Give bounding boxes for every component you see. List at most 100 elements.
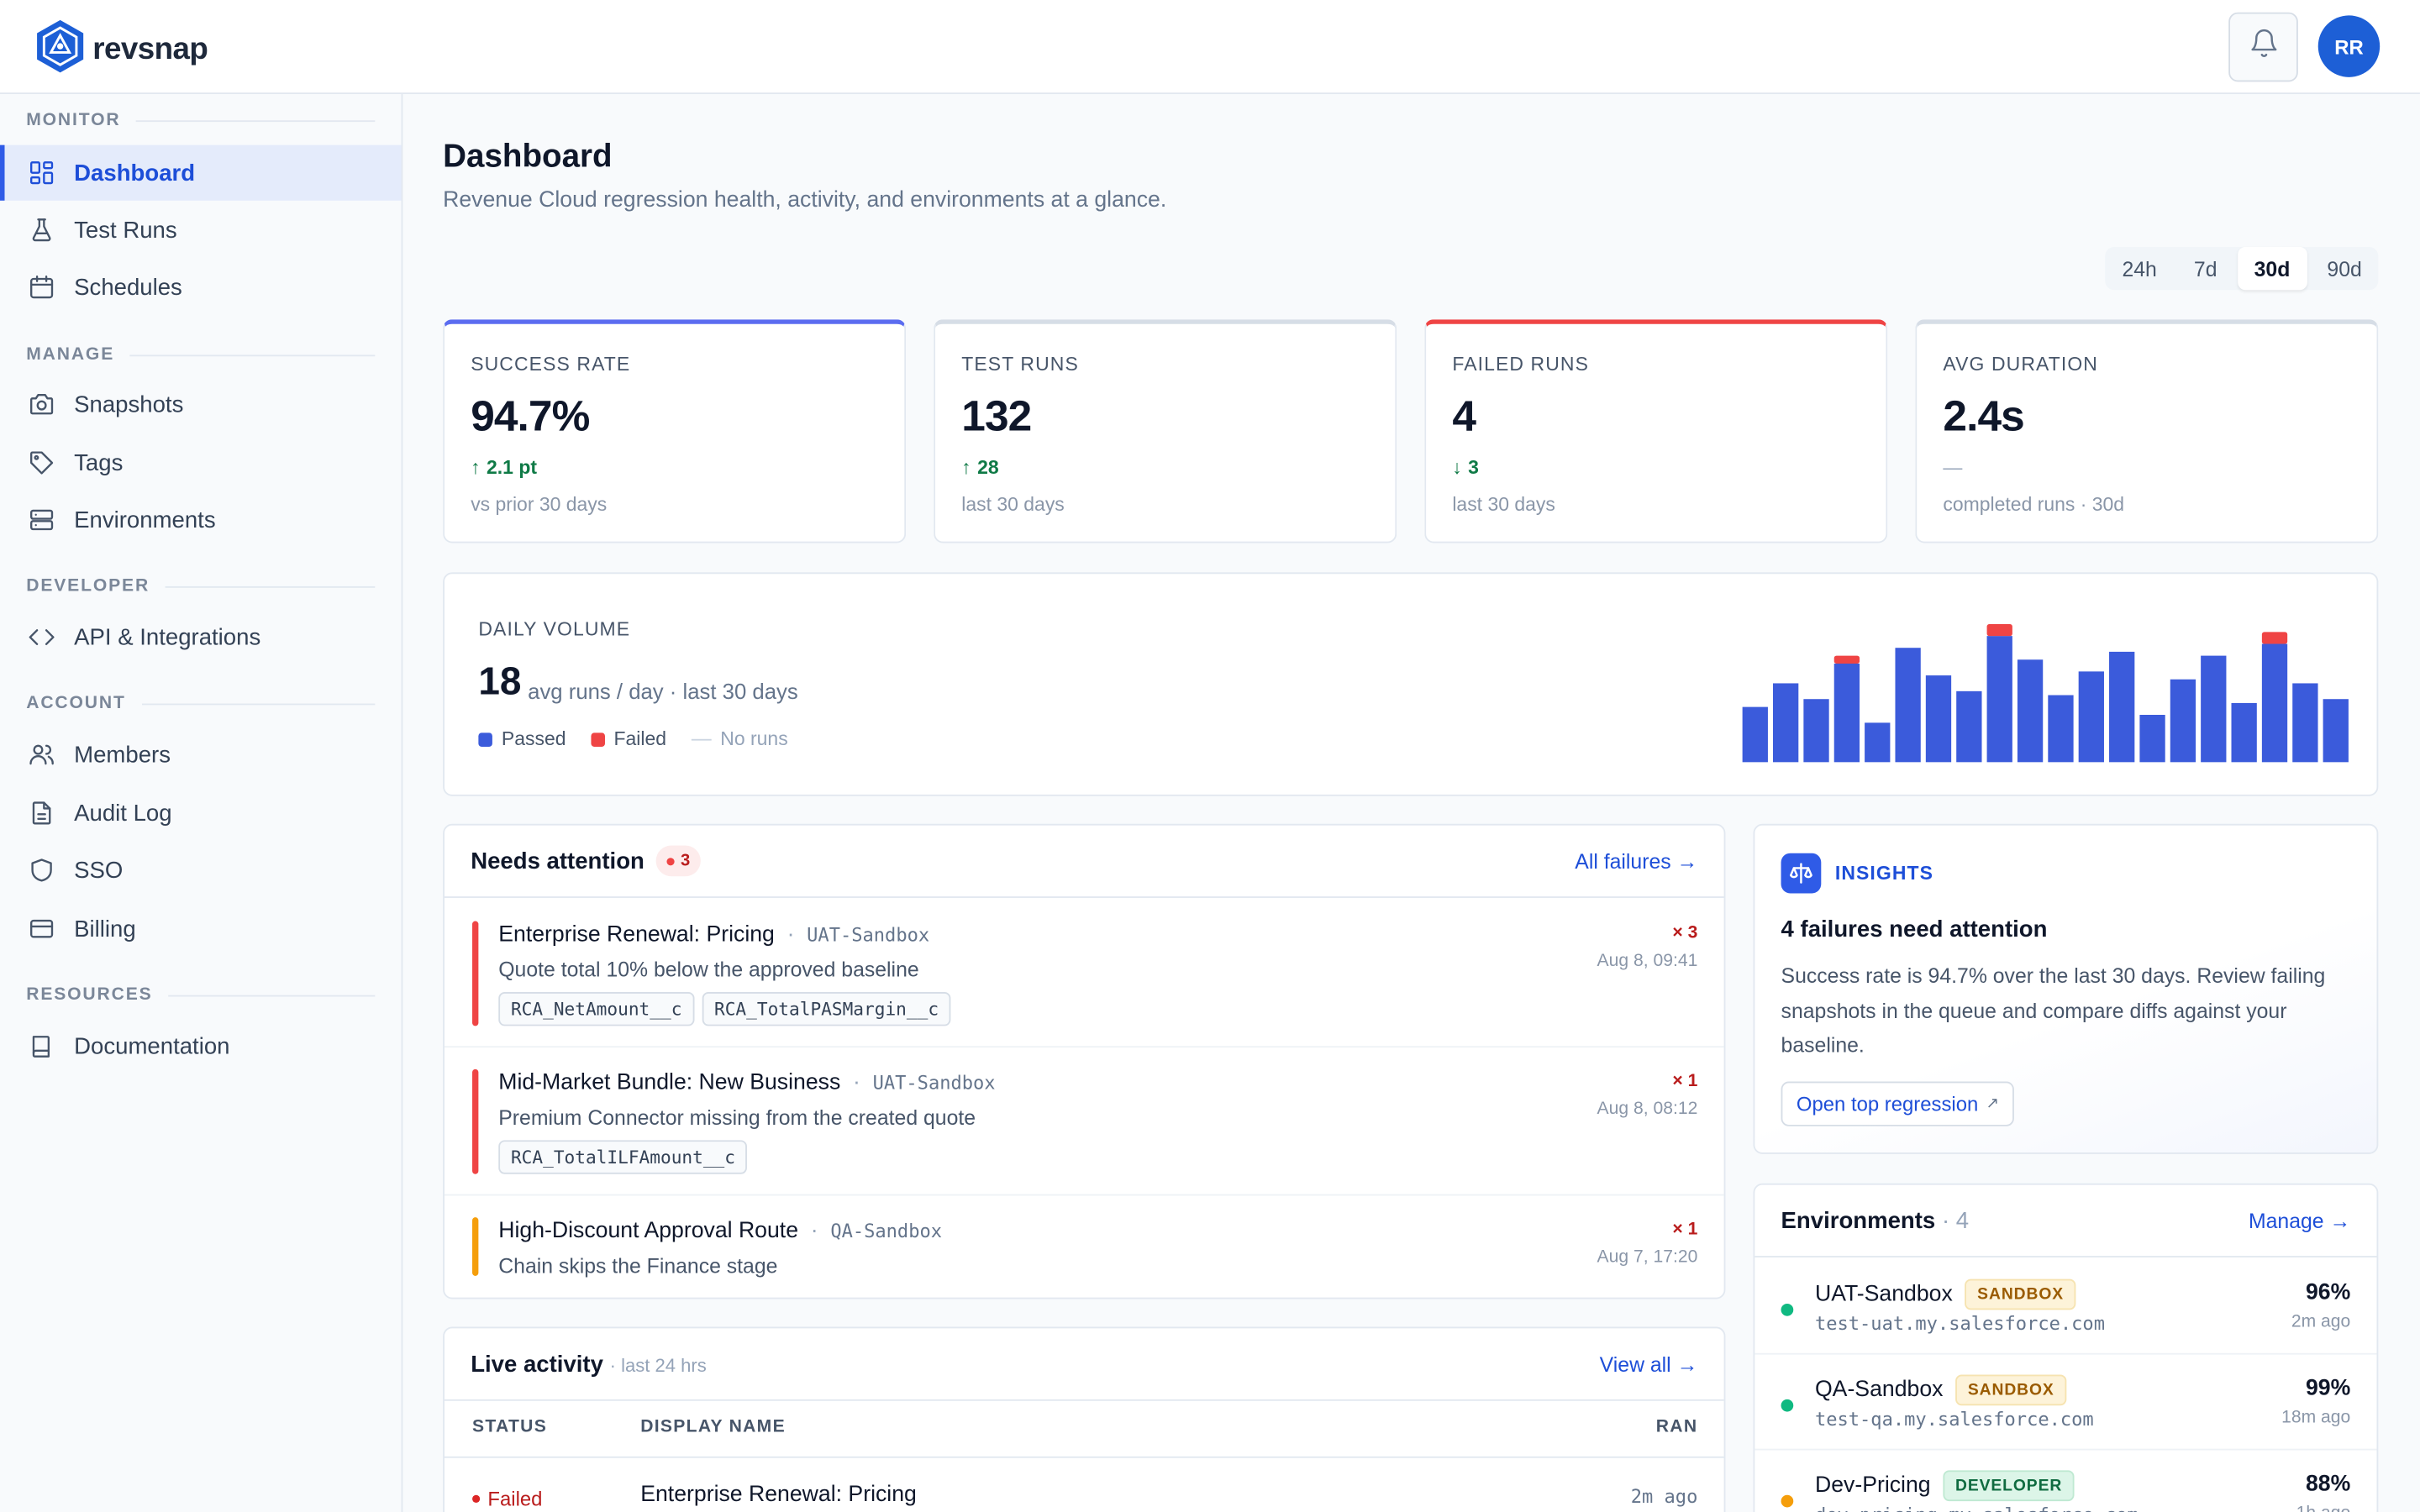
sidebar-item-snapshots[interactable]: Snapshots bbox=[0, 376, 402, 432]
bar-passed[interactable] bbox=[2139, 715, 2165, 763]
column-status[interactable]: STATUS bbox=[472, 1417, 548, 1436]
bell-icon bbox=[2248, 28, 2279, 66]
sidebar-item-label: Environments bbox=[74, 507, 216, 533]
bar-passed[interactable] bbox=[1833, 663, 1860, 763]
file-icon bbox=[28, 799, 55, 827]
environment-type-badge: DEVELOPER bbox=[1943, 1470, 2075, 1502]
bar-failed[interactable] bbox=[1986, 624, 2012, 637]
insights-body: Success rate is 94.7% over the last 30 d… bbox=[1781, 963, 2326, 1058]
kpi-footnote: vs prior 30 days bbox=[471, 493, 608, 516]
bar-passed[interactable] bbox=[2261, 643, 2288, 763]
sidebar-item-audit-log[interactable]: Audit Log bbox=[0, 785, 402, 841]
bar-failed[interactable] bbox=[1833, 655, 1860, 664]
bar-passed[interactable] bbox=[2048, 695, 2074, 763]
all-failures-link[interactable]: All failures → bbox=[1575, 850, 1698, 874]
brand[interactable]: revsnap bbox=[34, 18, 208, 81]
environment-name: UAT-Sandbox SANDBOX bbox=[1815, 1278, 2076, 1310]
kpi-value: 94.7% bbox=[471, 391, 590, 440]
environment-name: Dev-Pricing DEVELOPER bbox=[1815, 1470, 2075, 1502]
bar-passed[interactable] bbox=[2323, 699, 2349, 763]
table-divider bbox=[444, 1456, 1724, 1458]
daily-volume-card: DAILY VOLUME 18 avg runs / day · last 30… bbox=[443, 572, 2379, 796]
sidebar-item-documentation[interactable]: Documentation bbox=[0, 1018, 402, 1074]
attention-item[interactable]: Mid-Market Bundle: New Business · UAT-Sand… bbox=[444, 1047, 1724, 1196]
sidebar-item-sso[interactable]: SSO bbox=[0, 843, 402, 898]
kpi-delta: — bbox=[1943, 456, 1963, 479]
failure-time: Aug 7, 17:20 bbox=[1597, 1247, 1698, 1267]
sidebar-item-billing[interactable]: Billing bbox=[0, 901, 402, 957]
open-top-regression-button[interactable]: Open top regression ↗ bbox=[1781, 1081, 2015, 1126]
sidebar-item-dashboard[interactable]: Dashboard bbox=[0, 144, 402, 201]
bar-passed[interactable] bbox=[2201, 655, 2227, 763]
field-chip[interactable]: RCA_TotalPASMargin__c bbox=[702, 991, 951, 1026]
bar-passed[interactable] bbox=[1986, 636, 2012, 763]
bar-passed[interactable] bbox=[2292, 683, 2318, 763]
user-avatar[interactable]: RR bbox=[2317, 15, 2381, 77]
range-30d[interactable]: 30d bbox=[2237, 246, 2307, 291]
kpi-card-success-rate[interactable]: SUCCESS RATE 94.7% ↑ 2.1 pt vs prior 30 days bbox=[443, 319, 907, 543]
daily-volume-label: DAILY VOLUME bbox=[478, 618, 631, 641]
sidebar-item-test-runs[interactable]: Test Runs bbox=[0, 202, 402, 258]
kpi-delta: ↓ 3 bbox=[1452, 456, 1479, 479]
range-7d[interactable]: 7d bbox=[2193, 256, 2217, 281]
field-chip[interactable]: RCA_TotalILFAmount__c bbox=[498, 1140, 748, 1174]
kpi-card-avg-duration[interactable]: AVG DURATION 2.4s — completed runs · 30d bbox=[1915, 319, 2379, 543]
notifications-button[interactable] bbox=[2228, 12, 2298, 82]
environment-url: test-uat.my.salesforce.com bbox=[1814, 1313, 2105, 1335]
bar-passed[interactable] bbox=[2231, 702, 2257, 763]
bar-failed[interactable] bbox=[2261, 632, 2288, 644]
sidebar-item-tags[interactable]: Tags bbox=[0, 435, 402, 491]
table-row[interactable]: Failed Enterprise Renewal: Pricing 2m ag… bbox=[445, 1458, 1724, 1512]
bar-passed[interactable] bbox=[2109, 651, 2135, 763]
sidebar-item-environments[interactable]: Environments bbox=[0, 492, 402, 548]
sidebar-item-api-integrations[interactable]: API & Integrations bbox=[0, 609, 402, 664]
column-ran[interactable]: RAN bbox=[1655, 1417, 1698, 1436]
field-chip[interactable]: RCA_NetAmount__c bbox=[498, 991, 695, 1026]
column-display-name[interactable]: DISPLAY NAME bbox=[640, 1417, 786, 1436]
bar-passed[interactable] bbox=[1773, 683, 1799, 763]
sidebar-item-members[interactable]: Members bbox=[0, 727, 402, 782]
severity-bar bbox=[472, 921, 479, 1026]
bar-passed[interactable] bbox=[1895, 648, 1921, 763]
bar-passed[interactable] bbox=[2170, 679, 2196, 763]
manage-environments-link[interactable]: Manage → bbox=[2248, 1209, 2351, 1233]
environment-row[interactable]: QA-Sandbox SANDBOX test-qa.my.salesforce.c… bbox=[1754, 1355, 2377, 1451]
kpi-value: 4 bbox=[1452, 391, 1476, 440]
failure-time: Aug 8, 08:12 bbox=[1597, 1100, 1698, 1119]
sidebar-item-schedules[interactable]: Schedules bbox=[0, 260, 402, 315]
view-all-link[interactable]: View all → bbox=[1599, 1352, 1698, 1377]
environment-pass-rate: 99% bbox=[2305, 1376, 2351, 1401]
kpi-card-failed-runs[interactable]: FAILED RUNS 4 ↓ 3 last 30 days bbox=[1424, 319, 1888, 543]
bar-passed[interactable] bbox=[1803, 699, 1829, 763]
kpi-label: SUCCESS RATE bbox=[471, 353, 631, 375]
bar-passed[interactable] bbox=[1742, 706, 1768, 763]
attention-item[interactable]: High-Discount Approval Route · QA-Sandbox C… bbox=[445, 1195, 1724, 1299]
legend-failed: Failed bbox=[590, 728, 666, 750]
bar-passed[interactable] bbox=[1956, 690, 1982, 763]
bar-passed[interactable] bbox=[1865, 722, 1891, 763]
daily-volume-chart bbox=[1742, 624, 2349, 763]
failure-count: × 1 bbox=[1672, 1220, 1698, 1239]
environment-row[interactable]: UAT-Sandbox SANDBOX test-uat.my.salesforce… bbox=[1754, 1259, 2377, 1355]
server-icon bbox=[28, 506, 55, 533]
bar-passed[interactable] bbox=[1925, 675, 1952, 763]
attention-item[interactable]: Enterprise Renewal: Pricing · UAT-Sandbox Q… bbox=[444, 900, 1724, 1048]
range-90d[interactable]: 90d bbox=[2327, 256, 2362, 281]
run-display-name: Enterprise Renewal: Pricing bbox=[640, 1483, 917, 1508]
needs-attention-title: Needs attention bbox=[471, 848, 644, 875]
failure-count: × 1 bbox=[1672, 1072, 1698, 1091]
live-activity-header: Live activity · last 24 hrs View all → bbox=[444, 1328, 1724, 1401]
kpi-card-test-runs[interactable]: TEST RUNS 132 ↑ 28 last 30 days bbox=[934, 319, 1397, 543]
field-tags: RCA_TotalILFAmount__c bbox=[498, 1140, 748, 1174]
kpi-delta: ↑ 28 bbox=[961, 456, 999, 479]
sidebar-item-label: API & Integrations bbox=[74, 623, 261, 651]
range-24h[interactable]: 24h bbox=[2122, 256, 2157, 281]
insights-card: INSIGHTS 4 failures need attention Succe… bbox=[1753, 823, 2379, 1154]
top-bar: revsnap RR bbox=[0, 0, 2420, 95]
bar-passed[interactable] bbox=[2078, 671, 2104, 763]
bar-passed[interactable] bbox=[2017, 659, 2044, 763]
tag-icon bbox=[28, 449, 55, 476]
environment-name: UAT-Sandbox bbox=[872, 1072, 996, 1095]
